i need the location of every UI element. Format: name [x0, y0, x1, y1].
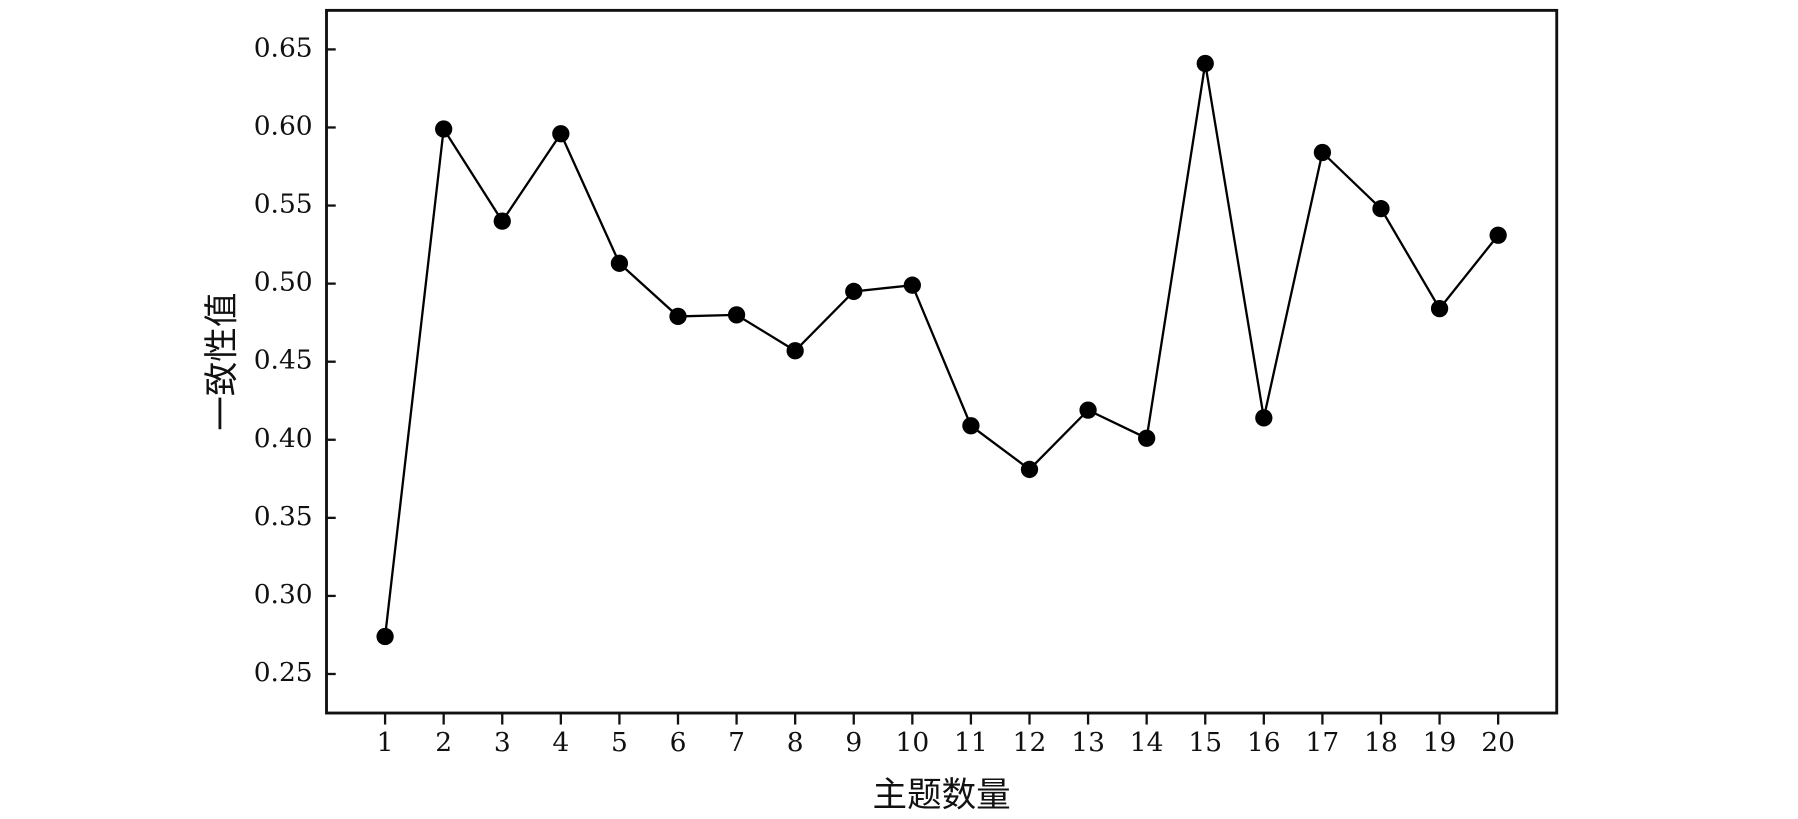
data-point: [1313, 143, 1332, 162]
data-point: [903, 276, 921, 294]
x-tick-label: 16: [1247, 727, 1281, 758]
x-tick-label: 5: [611, 727, 628, 758]
plot-frame: [325, 8, 1559, 715]
x-tick-label: 12: [1013, 727, 1047, 758]
data-point: [1196, 54, 1214, 73]
x-tick-label: 13: [1071, 727, 1105, 758]
series-line: [383, 63, 1500, 637]
data-point: [727, 306, 746, 324]
y-tick-label: 0.30: [254, 579, 313, 610]
data-point: [1020, 460, 1039, 479]
x-tick-label: 19: [1423, 727, 1457, 758]
data-point: [1255, 409, 1273, 427]
y-tick-label: 0.40: [254, 423, 313, 454]
x-tick-label: 4: [552, 727, 569, 758]
y-tick-label: 0.55: [254, 189, 313, 220]
y-axis-label: 一致性值: [202, 293, 242, 431]
x-axis-label: 主题数量: [873, 776, 1011, 816]
x-tick-label: 17: [1306, 727, 1340, 758]
data-point: [1489, 226, 1507, 244]
data-point: [1079, 401, 1097, 419]
data-point: [1138, 429, 1156, 447]
y-tick-label: 0.25: [254, 657, 313, 688]
x-tick-label: 9: [845, 727, 862, 758]
x-tick-label: 6: [670, 727, 687, 758]
x-tick-label: 11: [954, 727, 988, 758]
x-tick-label: 10: [895, 727, 929, 758]
x-tick-label: 8: [787, 727, 804, 758]
x-tick-label: 2: [435, 727, 452, 758]
data-point: [1372, 200, 1390, 218]
data-point: [845, 282, 863, 301]
x-tick-label: 3: [494, 727, 511, 758]
data-point: [493, 212, 511, 230]
y-tick-label: 0.50: [254, 267, 313, 298]
data-point: [962, 417, 980, 435]
x-tick-label: 1: [377, 727, 394, 758]
data-point: [669, 307, 687, 326]
data-point: [1430, 299, 1449, 318]
data-point: [552, 125, 570, 143]
x-tick-label: 14: [1130, 727, 1164, 758]
x-tick-label: 20: [1481, 727, 1515, 758]
data-point: [610, 254, 629, 272]
y-tick-label: 0.60: [254, 110, 313, 141]
x-tick-label: 18: [1364, 727, 1398, 758]
y-tick-label: 0.45: [254, 345, 313, 376]
data-point: [376, 627, 394, 646]
y-tick-label: 0.35: [254, 501, 313, 532]
x-tick-label: 7: [728, 727, 745, 758]
data-point: [786, 342, 804, 360]
data-point: [435, 120, 453, 138]
y-tick-label: 0.65: [254, 32, 313, 63]
x-tick-label: 15: [1188, 727, 1222, 758]
